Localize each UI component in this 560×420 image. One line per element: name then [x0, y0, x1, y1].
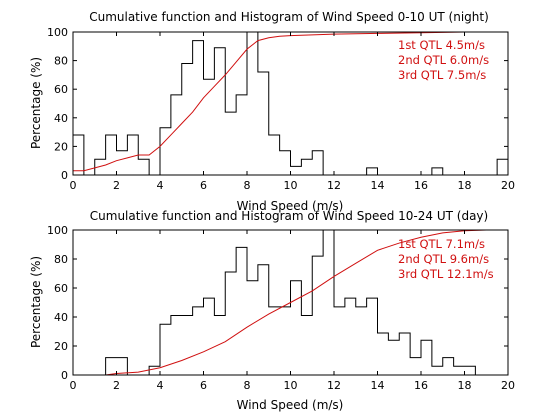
chart-night: Cumulative function and Histogram of Win…	[29, 10, 515, 213]
x-tick-label: 16	[414, 179, 428, 192]
y-tick-label: 80	[54, 253, 68, 266]
x-tick-label: 12	[327, 179, 341, 192]
cumulative-line	[73, 229, 508, 376]
annotation-q3: 3rd QTL 12.1m/s	[398, 267, 494, 281]
y-tick-label: 0	[61, 369, 68, 382]
x-axis-label: Wind Speed (m/s)	[237, 398, 344, 412]
quartile-annotations: 1st QTL 4.5m/s 2nd QTL 6.0m/s 3rd QTL 7.…	[398, 38, 489, 82]
chart-title: Cumulative function and Histogram of Win…	[90, 209, 488, 223]
x-tick-label: 6	[200, 179, 207, 192]
annotation-q3: 3rd QTL 7.5m/s	[398, 68, 486, 82]
x-tick-label: 20	[501, 379, 515, 392]
y-tick-label: 0	[61, 169, 68, 182]
x-tick-label: 14	[371, 379, 385, 392]
y-tick-label: 80	[54, 55, 68, 68]
annotation-q2: 2nd QTL 6.0m/s	[398, 53, 489, 67]
x-tick-label: 12	[327, 379, 341, 392]
y-tick-label: 100	[47, 224, 68, 237]
quartile-annotations: 1st QTL 7.1m/s 2nd QTL 9.6m/s 3rd QTL 12…	[398, 237, 494, 281]
y-tick-label: 60	[54, 83, 68, 96]
cumulative-line	[73, 31, 508, 172]
x-tick-label: 2	[113, 179, 120, 192]
y-axis-label: Percentage (%)	[29, 256, 43, 348]
histogram-layer	[73, 229, 476, 376]
axis-ticks: 0 2 4 6 8 10 12 14 16 18 20 0 20 40 60 80 100	[47, 26, 515, 192]
x-tick-label: 18	[458, 179, 472, 192]
x-tick-label: 18	[458, 379, 472, 392]
x-tick-label: 6	[200, 379, 207, 392]
y-tick-label: 20	[54, 140, 68, 153]
x-tick-label: 8	[244, 179, 251, 192]
annotation-q1: 1st QTL 4.5m/s	[398, 38, 485, 52]
x-tick-label: 8	[244, 379, 251, 392]
x-axis-label: Wind Speed (m/s)	[237, 199, 344, 213]
annotation-q2: 2nd QTL 9.6m/s	[398, 252, 489, 266]
cumulative-layer	[73, 229, 508, 376]
x-tick-label: 20	[501, 179, 515, 192]
x-tick-label: 2	[113, 379, 120, 392]
y-tick-label: 100	[47, 26, 68, 39]
cumulative-layer	[73, 31, 508, 172]
x-tick-label: 4	[157, 179, 164, 192]
chart-day: Cumulative function and Histogram of Win…	[29, 209, 515, 412]
chart-title: Cumulative function and Histogram of Win…	[89, 10, 489, 24]
x-tick-label: 10	[284, 379, 298, 392]
y-tick-label: 20	[54, 340, 68, 353]
histogram-stairs	[73, 229, 476, 376]
x-tick-label: 16	[414, 379, 428, 392]
x-tick-label: 0	[70, 179, 77, 192]
x-tick-label: 0	[70, 379, 77, 392]
y-tick-label: 40	[54, 311, 68, 324]
x-tick-label: 14	[371, 179, 385, 192]
axis-ticks: 0 2 4 6 8 10 12 14 16 18 20 0 20 40 60 80 100	[47, 224, 515, 392]
y-tick-label: 60	[54, 282, 68, 295]
x-tick-label: 10	[284, 179, 298, 192]
y-axis-label: Percentage (%)	[29, 57, 43, 149]
x-tick-label: 4	[157, 379, 164, 392]
annotation-q1: 1st QTL 7.1m/s	[398, 237, 485, 251]
y-tick-label: 40	[54, 112, 68, 125]
